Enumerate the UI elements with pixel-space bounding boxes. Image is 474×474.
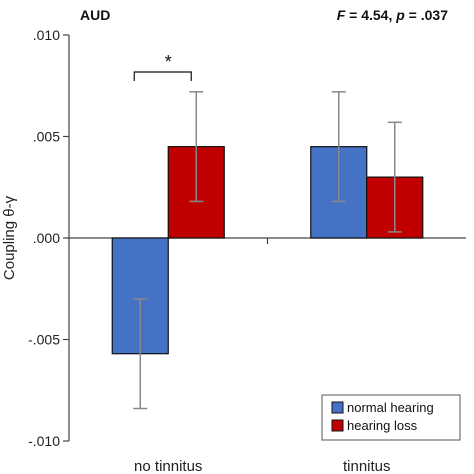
y-tick-label: -.010 xyxy=(28,433,60,449)
legend: normal hearing hearing loss xyxy=(321,394,461,441)
legend-label: normal hearing xyxy=(347,400,434,415)
legend-swatch xyxy=(331,419,344,432)
significance-bracket xyxy=(133,71,192,81)
significance-marker: * xyxy=(165,52,172,72)
y-tick-label: .005 xyxy=(33,129,60,145)
stat-f-symbol: F xyxy=(337,7,346,23)
y-tick-label: -.005 xyxy=(28,332,60,348)
y-tick-label: .000 xyxy=(33,230,60,246)
legend-swatch xyxy=(331,401,344,414)
y-tick-label: .010 xyxy=(33,27,60,43)
x-category-label: tinnitus xyxy=(343,458,391,474)
plot-area: .010 .005 .000 -.005 -.010 no tinnitus tinnitu… xyxy=(28,27,466,474)
legend-box xyxy=(321,394,461,441)
statistics-label: F = 4.54, p = .037 xyxy=(337,7,449,23)
stat-p-symbol: p xyxy=(395,7,405,23)
legend-label: hearing loss xyxy=(347,418,418,433)
x-category-label: no tinnitus xyxy=(134,458,202,474)
y-axis-label-group: Coupling θ-γ xyxy=(1,195,18,280)
stat-p-value: = .037 xyxy=(405,7,448,23)
stat-f-value: = 4.54, xyxy=(345,7,396,23)
chart-title: AUD xyxy=(80,7,110,23)
y-axis-label: Coupling θ-γ xyxy=(1,195,18,280)
